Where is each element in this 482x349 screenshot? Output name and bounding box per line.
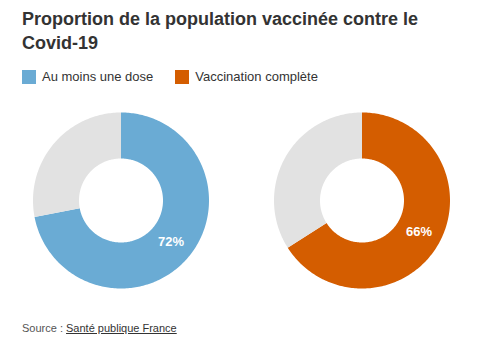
svg-text:72%: 72% — [158, 234, 184, 249]
html-text:Source : Santé publique France: Source : Santé publique France — [22, 322, 177, 334]
html-text:Au moins une dose: Au moins une dose — [42, 69, 154, 84]
html-text:Vaccination complète: Vaccination complète — [195, 69, 318, 84]
svg-text:66%: 66% — [406, 224, 432, 239]
html-text:Proportion de la population va: Proportion de la population vaccinée con… — [22, 9, 419, 53]
